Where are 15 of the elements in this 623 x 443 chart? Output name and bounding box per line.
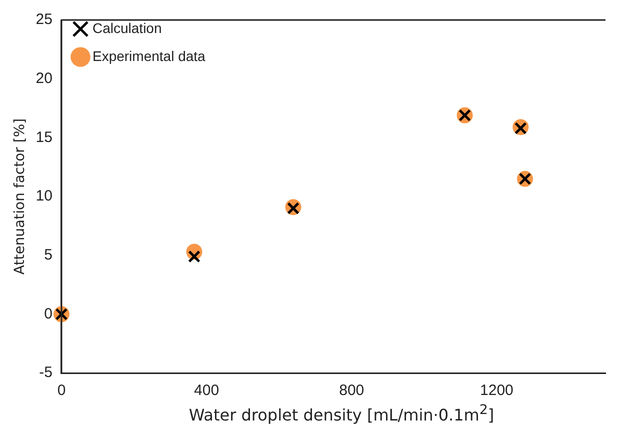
x-axis-title: Water droplet density [mL/min·0.1m$^{2}$] <box>188 403 496 424</box>
legend-label: Calculation <box>92 20 162 36</box>
y-tick-label: 25 <box>36 11 52 28</box>
y-tick-label: -5 <box>39 364 52 382</box>
x-tick-label: 800 <box>339 382 364 400</box>
y-tick-label: 10 <box>36 188 52 205</box>
x-tick-label: 0 <box>57 382 66 400</box>
y-axis-title: Attenuation factor [%] <box>12 118 28 275</box>
y-tick-label: 5 <box>44 246 52 264</box>
x-tick-label: 1200 <box>480 382 514 400</box>
legend-label: Experimental data <box>92 48 206 64</box>
y-tick-label: 15 <box>36 128 52 146</box>
y-tick-label: 0 <box>44 305 52 322</box>
x-tick-label: 400 <box>194 382 220 400</box>
y-tick-label: 20 <box>36 70 52 87</box>
